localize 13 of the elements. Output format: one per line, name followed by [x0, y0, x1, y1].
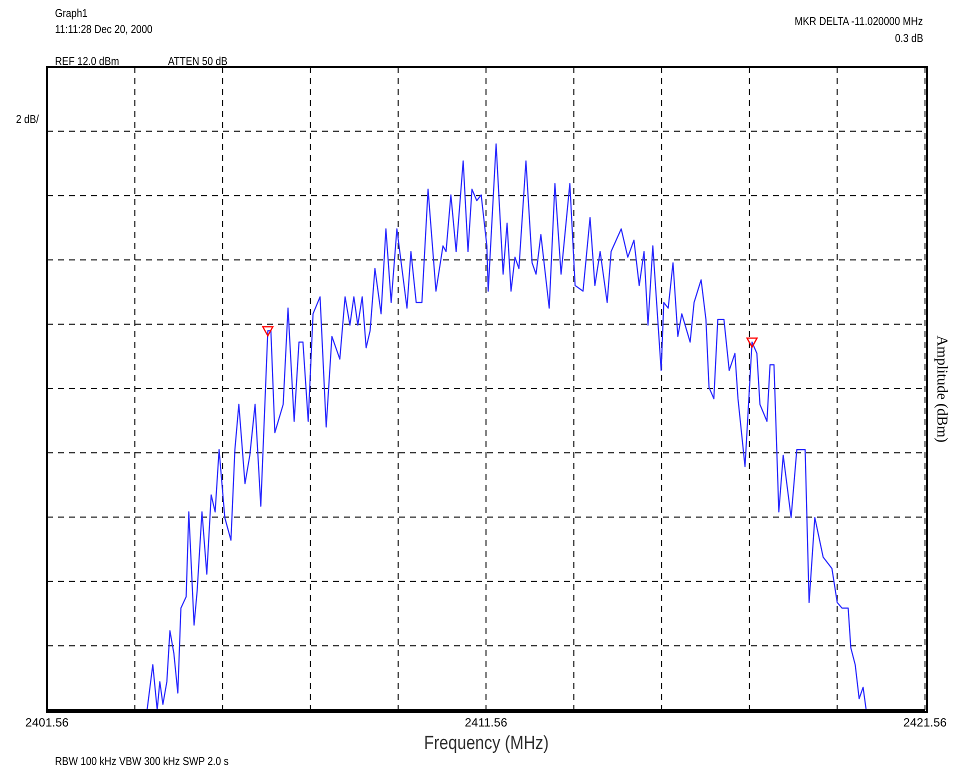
x-tick-label: 2421.56 — [903, 716, 948, 730]
text: RBW 100 kHz VBW 300 kHz SWP 2.0 s — [55, 756, 229, 768]
x-tick-label: 2401.56 — [25, 716, 70, 730]
y-axis-title: Amplitude (dBm) — [932, 334, 950, 442]
text: MKR DELTA -11.020000 MHz — [794, 16, 923, 28]
text: 2 dB/ — [16, 114, 39, 126]
chart-title: Graph1 — [55, 8, 88, 20]
text: 0.3 dB — [894, 33, 923, 45]
chart-subtitle: 11:11:28 Dec 20, 2000 — [55, 24, 152, 36]
x-tick-label: 2411.56 — [464, 716, 508, 730]
x-axis-title: Frequency (MHz) — [424, 733, 548, 755]
text: REF 12.0 dBm — [55, 56, 120, 68]
text: ATTEN 50 dB — [168, 56, 228, 68]
